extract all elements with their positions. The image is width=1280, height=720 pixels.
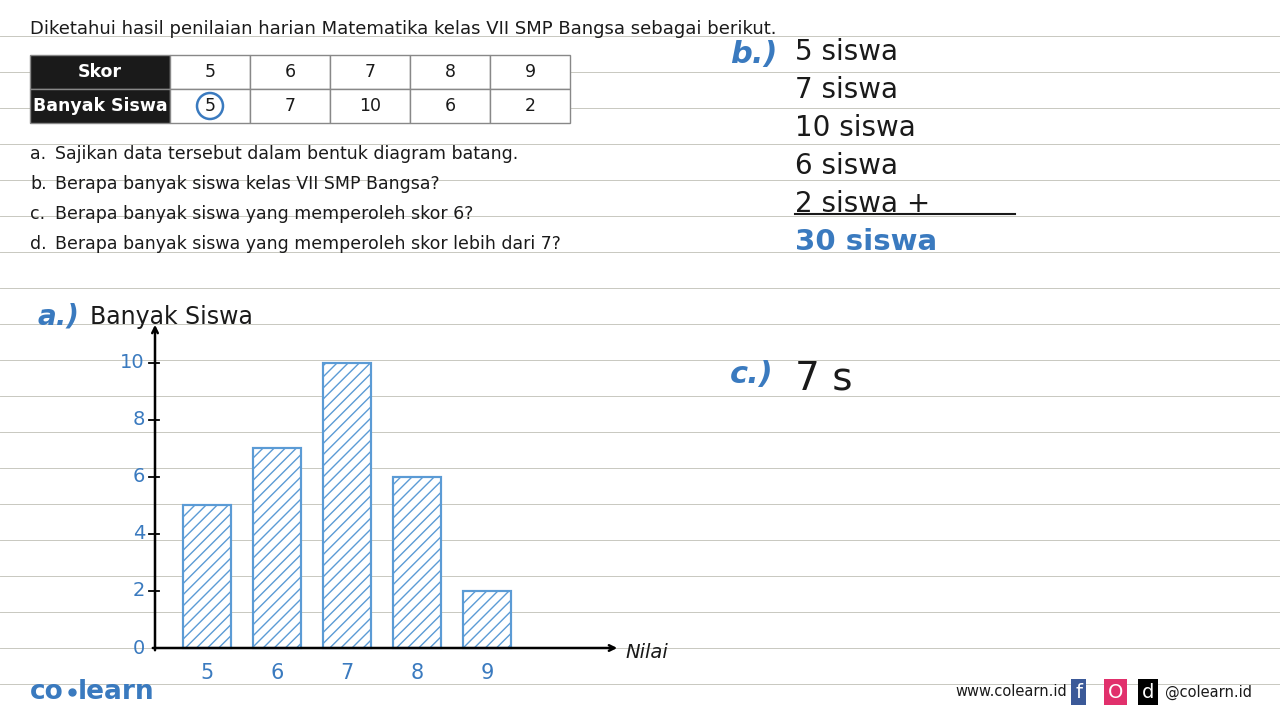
Text: c.): c.) (730, 360, 773, 389)
Bar (323, 363, 371, 648)
Text: Skor: Skor (78, 63, 122, 81)
Bar (393, 477, 442, 648)
Text: Berapa banyak siswa yang memperoleh skor lebih dari 7?: Berapa banyak siswa yang memperoleh skor… (55, 235, 561, 253)
Text: 7 s: 7 s (795, 360, 852, 398)
Bar (183, 505, 230, 648)
Text: 9: 9 (525, 63, 535, 81)
Text: 5: 5 (205, 97, 215, 115)
Bar (170, 89, 250, 123)
Text: Nilai: Nilai (625, 642, 668, 662)
Text: f: f (1075, 683, 1082, 701)
Bar (29, 89, 170, 123)
Bar (410, 55, 490, 89)
Text: 2: 2 (133, 582, 145, 600)
Text: 8: 8 (411, 663, 424, 683)
Bar (170, 55, 250, 89)
Text: 6: 6 (444, 97, 456, 115)
Text: 2: 2 (525, 97, 535, 115)
Bar (463, 591, 511, 648)
Text: 9: 9 (480, 663, 494, 683)
Bar (490, 89, 570, 123)
Text: 5: 5 (205, 63, 215, 81)
Text: a.: a. (29, 145, 46, 163)
Bar (323, 363, 371, 648)
Text: 7: 7 (365, 63, 375, 81)
Text: 4: 4 (133, 524, 145, 544)
Text: 5: 5 (201, 663, 214, 683)
Bar (250, 89, 330, 123)
Text: b.: b. (29, 175, 46, 193)
Text: c.: c. (29, 205, 45, 223)
Text: @colearn.id: @colearn.id (1165, 685, 1252, 700)
Text: Diketahui hasil penilaian harian Matematika kelas VII SMP Bangsa sebagai berikut: Diketahui hasil penilaian harian Matemat… (29, 20, 777, 38)
Text: O: O (1108, 683, 1124, 701)
Text: Berapa banyak siswa kelas VII SMP Bangsa?: Berapa banyak siswa kelas VII SMP Bangsa… (55, 175, 439, 193)
Text: b.): b.) (730, 40, 777, 69)
Text: co: co (29, 679, 64, 705)
Text: 7 siswa: 7 siswa (795, 76, 899, 104)
Text: Berapa banyak siswa yang memperoleh skor 6?: Berapa banyak siswa yang memperoleh skor… (55, 205, 474, 223)
Text: 10 siswa: 10 siswa (795, 114, 915, 142)
Bar (253, 449, 301, 648)
Bar (250, 55, 330, 89)
Text: 0: 0 (133, 639, 145, 657)
Text: 10: 10 (120, 354, 145, 372)
Text: d: d (1142, 683, 1155, 701)
Text: a.): a.) (38, 302, 79, 330)
Text: 30 siswa: 30 siswa (795, 228, 937, 256)
Bar (463, 591, 511, 648)
Bar (253, 449, 301, 648)
Text: 5 siswa: 5 siswa (795, 38, 899, 66)
Bar (393, 477, 442, 648)
Text: 10: 10 (358, 97, 381, 115)
Text: Banyak Siswa: Banyak Siswa (33, 97, 168, 115)
Text: 7: 7 (340, 663, 353, 683)
Text: Sajikan data tersebut dalam bentuk diagram batang.: Sajikan data tersebut dalam bentuk diagr… (55, 145, 518, 163)
Text: 6: 6 (284, 63, 296, 81)
Text: d.: d. (29, 235, 46, 253)
Text: 8: 8 (133, 410, 145, 429)
Text: 2 siswa +: 2 siswa + (795, 190, 931, 218)
Bar (183, 505, 230, 648)
Text: 6: 6 (133, 467, 145, 487)
Text: 7: 7 (284, 97, 296, 115)
Bar (330, 55, 410, 89)
Text: 6: 6 (270, 663, 284, 683)
Bar (410, 89, 490, 123)
Text: www.colearn.id: www.colearn.id (955, 685, 1066, 700)
Text: Banyak Siswa: Banyak Siswa (90, 305, 253, 329)
Bar (29, 55, 170, 89)
Bar (490, 55, 570, 89)
Bar (330, 89, 410, 123)
Text: 8: 8 (444, 63, 456, 81)
Text: learn: learn (78, 679, 155, 705)
Text: 6 siswa: 6 siswa (795, 152, 899, 180)
